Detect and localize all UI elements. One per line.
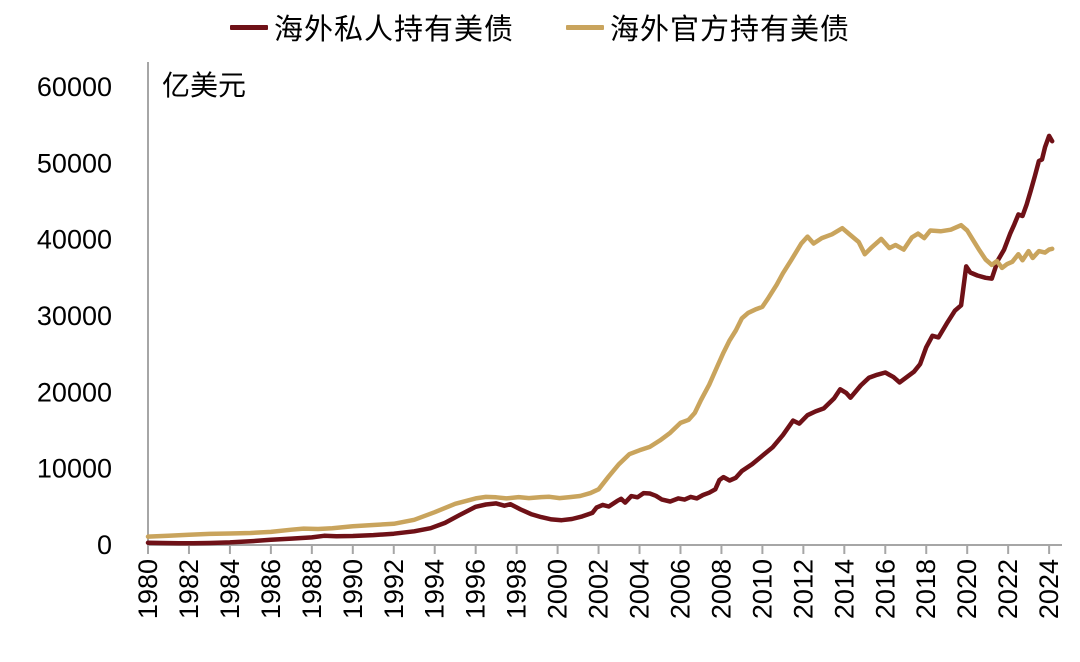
- x-tick-label: 2004: [625, 559, 655, 619]
- chart-legend: 海外私人持有美债 海外官方持有美债: [0, 6, 1080, 48]
- y-tick-label: 10000: [37, 454, 112, 484]
- legend-line-swatch-official: [566, 24, 604, 30]
- x-tick-label: 2014: [829, 559, 859, 619]
- x-tick-label: 2024: [1034, 559, 1064, 619]
- x-tick-label: 1984: [215, 559, 245, 619]
- x-tick-label: 1998: [502, 559, 532, 619]
- x-tick-label: 1982: [174, 559, 204, 619]
- legend-item-private: 海外私人持有美债: [229, 6, 514, 48]
- x-tick-label: 1990: [338, 559, 368, 619]
- y-tick-label: 40000: [37, 225, 112, 255]
- x-tick-label: 2010: [747, 559, 777, 619]
- series-line-official: [145, 222, 1055, 539]
- legend-item-official: 海外官方持有美债: [566, 6, 850, 48]
- x-tick-label: 2000: [543, 559, 573, 619]
- x-tick-label: 1986: [256, 559, 286, 619]
- y-tick-label: 30000: [37, 301, 112, 331]
- legend-line-swatch-private: [229, 24, 268, 30]
- x-tick-label: 2006: [665, 559, 695, 619]
- x-tick-label: 2018: [911, 559, 941, 619]
- x-tick-label: 1996: [461, 559, 491, 619]
- x-tick-label: 2008: [706, 559, 736, 619]
- x-tick-label: 2016: [870, 559, 900, 619]
- legend-label-official: 海外官方持有美债: [610, 14, 851, 46]
- y-tick-label: 20000: [37, 377, 112, 407]
- x-tick-label: 1994: [420, 559, 450, 619]
- y-tick-label: 0: [97, 530, 112, 560]
- x-tick-label: 2002: [584, 559, 614, 619]
- x-tick-label: 1980: [133, 559, 163, 619]
- x-tick-label: 2020: [952, 559, 982, 619]
- y-tick-label: 60000: [37, 72, 112, 102]
- legend-label-private: 海外私人持有美债: [273, 14, 514, 46]
- x-tick-label: 2022: [993, 559, 1023, 619]
- x-tick-label: 1988: [297, 559, 327, 619]
- x-tick-label: 2012: [788, 559, 818, 619]
- y-axis-unit-label: 亿美元: [162, 70, 246, 101]
- series-line-private: [145, 133, 1055, 546]
- x-tick-label: 1992: [379, 559, 409, 619]
- y-tick-label: 50000: [37, 148, 112, 178]
